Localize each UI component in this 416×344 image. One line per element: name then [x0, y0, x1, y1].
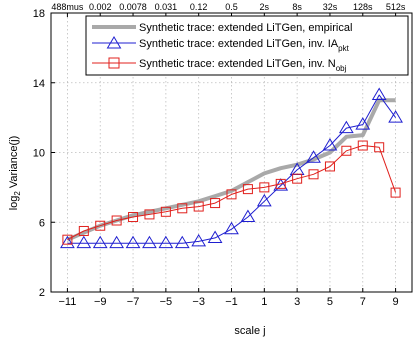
- point-inv-ia-4: [125, 235, 141, 249]
- legend-label-inv-n-sub: obj: [336, 64, 347, 73]
- point-inv-n-16: [324, 161, 335, 172]
- series-layer: [60, 87, 403, 249]
- point-inv-ia-11: [240, 209, 256, 223]
- legend-label-inv-ia-main: Synthetic trace: extended LiTGen, inv. I…: [139, 38, 339, 50]
- point-inv-ia-2: [92, 235, 108, 249]
- point-inv-ia-3: [109, 235, 125, 249]
- y-tick-label-4: 18: [33, 8, 45, 20]
- point-inv-ia-0: [60, 235, 75, 249]
- top-tick-label-9: 128s: [353, 2, 373, 12]
- point-inv-n-5: [144, 209, 155, 220]
- x-tick-label-10: 9: [393, 296, 399, 308]
- top-tick-label-5: 0.5: [225, 2, 238, 12]
- point-inv-n-4: [128, 212, 139, 223]
- point-inv-ia-8: [191, 233, 207, 247]
- point-inv-n-6: [160, 206, 171, 217]
- y-axis-title-sub: 2: [13, 191, 22, 196]
- point-inv-ia-1: [76, 235, 92, 249]
- point-inv-ia-15: [306, 150, 321, 163]
- x-tick-label-6: 1: [261, 296, 267, 308]
- x-tick-label-0: −11: [58, 296, 76, 308]
- top-tick-label-6: 2s: [260, 2, 270, 12]
- y-tick-label-1: 6: [39, 217, 45, 229]
- legend-label-inv-ia: Synthetic trace: extended LiTGen, inv. I…: [139, 38, 350, 53]
- point-inv-n-0: [62, 234, 73, 245]
- x-tick-label-4: −3: [192, 296, 205, 308]
- point-inv-n-15: [308, 169, 319, 180]
- x-tick-label-7: 3: [294, 296, 300, 308]
- point-inv-n-13: [275, 178, 286, 189]
- point-inv-n-14: [292, 173, 303, 184]
- point-inv-ia-16: [322, 138, 338, 151]
- top-tick-label-1: 0.002: [89, 2, 112, 12]
- legend-label-inv-n: Synthetic trace: extended LiTGen, inv. N…: [139, 58, 347, 73]
- legend-label-inv-ia-sub: pkt: [338, 44, 349, 53]
- point-inv-n-3: [111, 215, 122, 226]
- point-inv-n-20: [390, 187, 401, 198]
- x-tick-label-1: −9: [94, 296, 107, 308]
- y-tick-label-3: 14: [33, 78, 45, 90]
- y-axis-title-main: log: [8, 196, 20, 211]
- legend: Synthetic trace: extended LiTGen, empiri…: [85, 15, 409, 76]
- legend-label-empirical: Synthetic trace: extended LiTGen, empiri…: [139, 22, 352, 34]
- point-inv-n-8: [193, 201, 204, 212]
- point-inv-n-17: [341, 145, 352, 156]
- point-inv-ia-7: [174, 235, 190, 249]
- top-tick-label-3: 0.031: [155, 2, 178, 12]
- series-line-empirical: [66, 98, 396, 242]
- top-tick-label-8: 32s: [323, 2, 338, 12]
- x-tick-label-9: 7: [360, 296, 366, 308]
- top-tick-label-2: 0.0078: [119, 2, 147, 12]
- point-inv-n-12: [259, 182, 270, 193]
- point-inv-ia-6: [158, 235, 174, 249]
- legend-marker-square: [108, 57, 120, 69]
- point-inv-ia-20: [388, 110, 403, 123]
- point-inv-n-2: [95, 220, 106, 231]
- y-axis-title: log2 Variance(j): [8, 136, 22, 211]
- top-tick-label-0: 488mus: [51, 2, 84, 12]
- y-tick-label-0: 2: [39, 287, 45, 299]
- point-inv-n-9: [210, 198, 221, 209]
- y-tick-label-2: 10: [33, 148, 45, 160]
- point-inv-n-18: [357, 140, 368, 151]
- point-inv-ia-5: [142, 235, 157, 249]
- point-inv-n-1: [78, 225, 89, 236]
- y-axis-title-rest: Variance(j): [8, 136, 20, 191]
- point-inv-ia-19: [371, 87, 387, 100]
- legend-box: [85, 15, 409, 76]
- top-tick-label-10: 512s: [386, 2, 406, 12]
- point-inv-n-11: [242, 184, 253, 195]
- series-line-inv-n: [67, 145, 397, 241]
- x-tick-label-5: −1: [225, 296, 238, 308]
- point-inv-n-10: [226, 189, 237, 200]
- legend-label-inv-n-main: Synthetic trace: extended LiTGen, inv. N: [139, 58, 336, 70]
- x-tick-label-8: 5: [327, 296, 333, 308]
- legend-marker-triangle: [106, 36, 122, 49]
- x-axis-title: scale j: [234, 325, 265, 337]
- point-inv-ia-17: [338, 120, 354, 134]
- point-inv-ia-10: [224, 221, 239, 235]
- point-inv-ia-12: [256, 193, 272, 207]
- top-tick-label-4: 0.12: [190, 2, 208, 12]
- top-tick-label-7: 8s: [292, 2, 302, 12]
- point-inv-ia-9: [207, 230, 223, 243]
- point-inv-n-7: [177, 203, 188, 214]
- point-inv-ia-18: [355, 117, 371, 130]
- x-tick-label-2: −7: [127, 296, 140, 308]
- point-inv-n-19: [374, 142, 385, 153]
- series-line-inv-ia: [67, 94, 397, 244]
- x-tick-label-3: −5: [160, 296, 173, 308]
